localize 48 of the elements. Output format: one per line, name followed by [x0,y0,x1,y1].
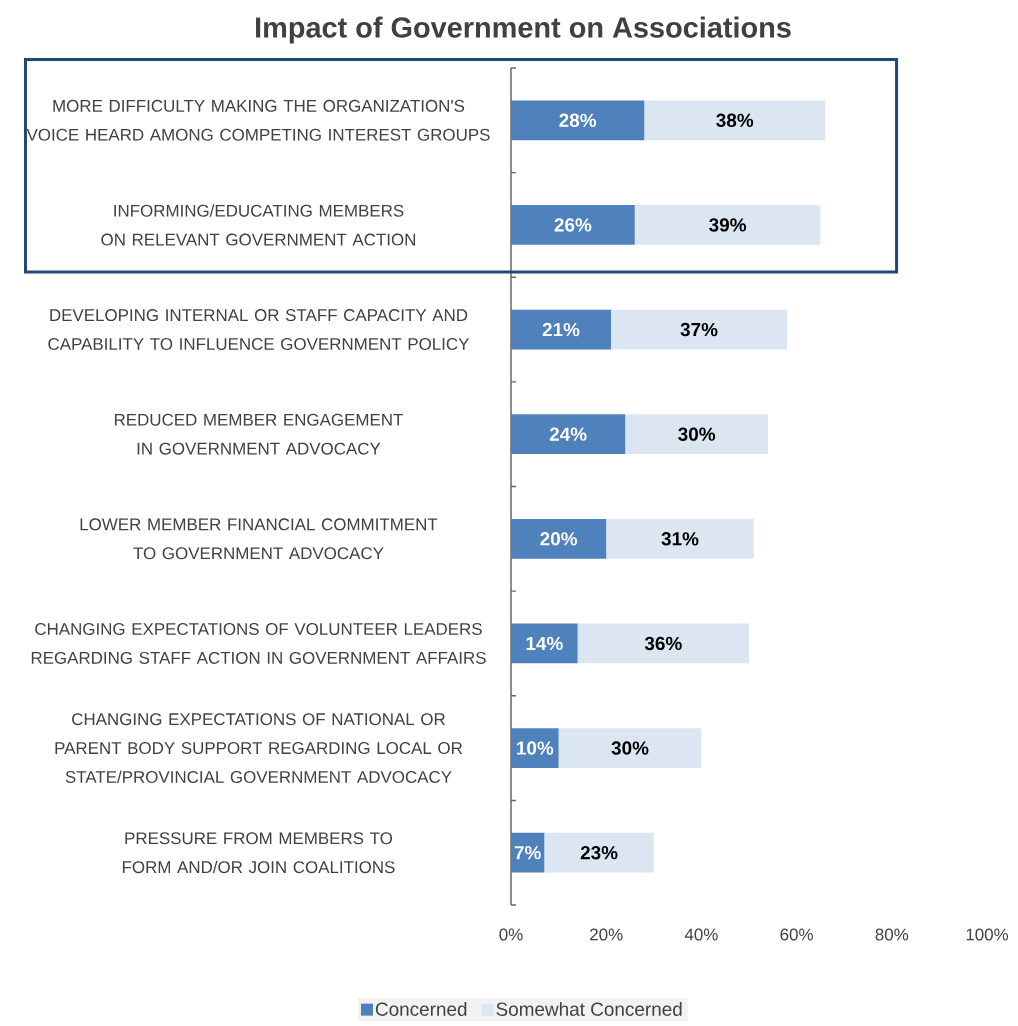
data-label: 21% [542,322,580,337]
legend-label: Somewhat Concerned [496,1002,682,1016]
data-label: 26% [554,218,592,232]
y-tick-label: REDUCED MEMBER ENGAGEMENT IN GOVERNMENT ADVOCACY [114,413,403,455]
data-label: 30% [611,741,649,755]
bar [577,623,749,664]
x-tick-label: 0% [499,928,523,941]
data-label: 31% [661,532,699,546]
y-tick-label: MORE DIFFICULTY MAKING THE ORGANIZATION'S VOICE HEARD AMONG COMPETING INTEREST GROUPS [26,99,490,141]
data-label: 24% [549,427,587,441]
bar [544,832,654,873]
bar [634,205,821,245]
chart-title: Impact of Government on Associations [256,16,791,44]
bar [511,309,611,350]
y-tick-label: CHANGING EXPECTATIONS OF NATIONAL OR PARENT BODY SUPPORT REGARDING LOCAL OR STATE/PROVINCIAL GOVERNMENT ADVOCACY [55,713,463,783]
y-tick-label: INFORMING/EDUCATING MEMBERS ON RELEVANT GOVERNMENT ACTION [101,204,416,246]
legend-label: Concerned [375,1002,467,1016]
data-label: 30% [678,427,716,441]
bar [511,518,607,559]
bar [625,414,769,455]
data-label: 10% [517,741,554,755]
bar [511,623,578,664]
data-label: 28% [559,113,597,127]
y-tick-label: CHANGING EXPECTATIONS OF VOLUNTEER LEADERS REGARDING STAFF ACTION IN GOVERNMENT AFFAIRS [31,623,486,664]
data-label: 36% [644,636,682,651]
data-label: 20% [540,532,578,546]
data-label: 38% [716,113,754,128]
x-tick-label: 20% [590,928,623,941]
x-tick-label: 60% [780,928,813,941]
y-tick-label: DEVELOPING INTERNAL OR STAFF CAPACITY AND CAPABILITY TO INFLUENCE GOVERNMENT POLICY [48,309,470,351]
x-tick-label: 80% [875,928,909,941]
bar [511,728,559,768]
data-label: 23% [580,845,618,860]
bar [606,518,754,559]
bar [610,309,788,350]
bar [558,728,702,768]
data-label: 14% [526,636,563,651]
data-label: 37% [680,322,718,337]
bar [511,205,635,245]
bar [511,414,626,455]
x-tick-label: 40% [684,928,718,941]
bar [644,100,826,141]
data-label: 7% [514,846,541,860]
data-label: 39% [709,218,747,232]
x-tick-label: 100% [966,928,1009,941]
bar [511,100,645,141]
y-tick-label: LOWER MEMBER FINANCIAL COMMITMENT TO GOVERNMENT ADVOCACY [80,518,438,560]
y-tick-label: PRESSURE FROM MEMBERS TO FORM AND/OR JOIN COALITIONS [122,832,395,874]
